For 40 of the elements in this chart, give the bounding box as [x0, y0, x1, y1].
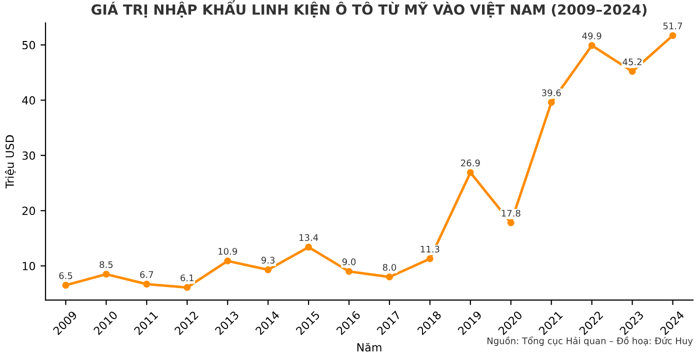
y-tick-label: 50 [22, 40, 36, 50]
point [224, 257, 232, 264]
text: 13.4 [299, 234, 318, 241]
text: 9.3 [261, 256, 275, 264]
text: 6.7 [140, 271, 154, 278]
text: 51.7 [663, 22, 682, 30]
text: 26.9 [461, 160, 480, 166]
text: 11.3 [420, 246, 440, 253]
y-tick-label: 20 [22, 206, 36, 216]
y-tick-label: 40 [22, 96, 36, 105]
x-axis-title: Năm [357, 342, 382, 352]
point [102, 270, 110, 278]
point [588, 42, 596, 49]
text: 39.6 [542, 89, 561, 96]
text: 8.0 [382, 264, 396, 271]
text: 10.9 [218, 248, 238, 255]
point [466, 169, 474, 176]
y-axis-title: Triệu USD [4, 135, 16, 189]
text: 49.9 [582, 32, 602, 40]
point [305, 244, 312, 251]
point [548, 98, 555, 106]
text: 45.2 [622, 58, 642, 66]
point [507, 219, 514, 226]
point [386, 273, 393, 280]
text: 6.1 [180, 274, 194, 282]
y-tick-label: 10 [22, 262, 36, 270]
point [143, 280, 150, 288]
point [62, 282, 70, 289]
point [184, 284, 191, 291]
text: 9.0 [342, 258, 356, 266]
point [264, 266, 272, 274]
point [669, 32, 676, 40]
y-tick-label: 30 [22, 151, 36, 160]
point [426, 255, 434, 262]
point [628, 68, 636, 75]
text: 8.5 [100, 261, 113, 268]
text: 17.8 [502, 210, 520, 217]
point [346, 268, 352, 275]
text: Nguồn: Tổng cục Hải quan – Đồ hoạ: Đức Huy [488, 336, 693, 346]
text: 6.5 [59, 272, 72, 280]
